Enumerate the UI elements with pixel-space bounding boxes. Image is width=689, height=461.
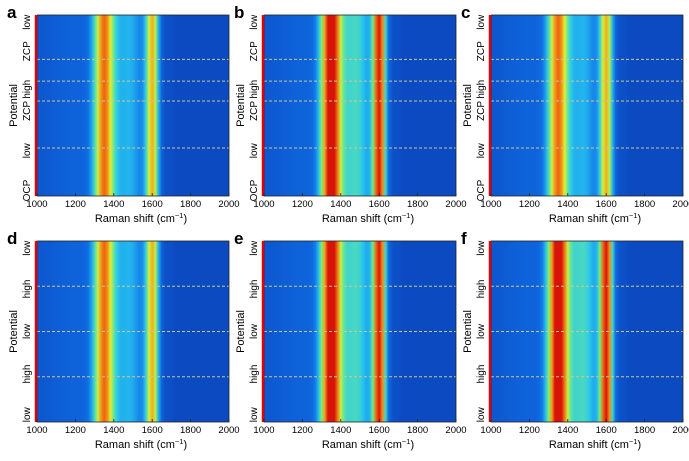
panel-letter: d — [7, 229, 17, 248]
panel-e: 1000 1200 1400 1600 1800 2000 Raman shift (cm−… — [234, 229, 467, 451]
potential-label: ZCP — [476, 41, 487, 61]
x-axis-label: Raman shift (cm−1) — [95, 211, 187, 226]
x-tick-label: 1400 — [103, 425, 124, 436]
y-axis-label: Potential — [235, 310, 247, 353]
x-axis-label: Raman shift (cm−1) — [549, 437, 641, 452]
panel-c: 1000 1200 1400 1600 1800 2000 Raman shift (cm−… — [461, 3, 689, 225]
potential-label: low — [249, 240, 260, 256]
heatmap-image — [37, 15, 229, 196]
heatmap-image — [491, 15, 683, 196]
x-tick-label: 1200 — [292, 425, 313, 436]
x-tick-label: 1600 — [142, 425, 163, 436]
x-tick-label: 1000 — [26, 199, 47, 210]
x-tick-label: 1800 — [407, 425, 428, 436]
potential-label: OCP — [249, 179, 260, 201]
potential-label: low — [249, 406, 260, 422]
potential-label: ZCP — [22, 101, 33, 121]
x-tick-label: 1000 — [26, 425, 47, 436]
potential-label: high — [476, 365, 487, 384]
potential-label: high — [476, 280, 487, 299]
potential-label: high — [22, 80, 33, 99]
potential-label: high — [22, 365, 33, 384]
x-tick-label: 2000 — [672, 199, 689, 210]
x-tick-label: 1800 — [634, 199, 655, 210]
x-tick-label: 1600 — [369, 199, 390, 210]
potential-label: high — [249, 365, 260, 384]
potential-label: low — [249, 323, 260, 339]
x-axis-label: Raman shift (cm−1) — [549, 211, 641, 226]
potential-label: ZCP — [22, 41, 33, 61]
x-tick-label: 2000 — [672, 425, 689, 436]
panel-f: 1000 1200 1400 1600 1800 2000 Raman shift (cm−… — [461, 229, 689, 451]
potential-label: low — [249, 14, 260, 30]
x-tick-label: 1400 — [557, 425, 578, 436]
x-tick-label: 1800 — [180, 199, 201, 210]
x-tick-label: 1200 — [65, 199, 86, 210]
panel-b: 1000 1200 1400 1600 1800 2000 Raman shift (cm−… — [234, 3, 467, 225]
x-axis-label: Raman shift (cm−1) — [95, 437, 187, 452]
x-tick-label: 1200 — [65, 425, 86, 436]
x-tick-label: 2000 — [218, 425, 239, 436]
potential-label: ZCP — [476, 101, 487, 121]
potential-label: high — [476, 80, 487, 99]
potential-label: ZCP — [249, 101, 260, 121]
potential-label: low — [249, 142, 260, 158]
x-tick-label: 1800 — [180, 425, 201, 436]
potential-label: low — [476, 142, 487, 158]
potential-label: low — [22, 240, 33, 256]
x-tick-label: 2000 — [445, 425, 466, 436]
x-tick-label: 1400 — [103, 199, 124, 210]
x-tick-label: 2000 — [218, 199, 239, 210]
x-tick-label: 2000 — [445, 199, 466, 210]
panel-letter: a — [7, 3, 17, 22]
x-tick-label: 1800 — [407, 199, 428, 210]
heatmap-image — [264, 15, 456, 196]
y-axis-label: Potential — [235, 84, 247, 127]
y-axis-label: Potential — [8, 310, 20, 353]
potential-label: low — [476, 240, 487, 256]
x-tick-label: 1600 — [369, 425, 390, 436]
x-axis-label: Raman shift (cm−1) — [322, 437, 414, 452]
x-tick-label: 1400 — [557, 199, 578, 210]
potential-label: ZCP — [249, 41, 260, 61]
potential-label: low — [476, 323, 487, 339]
x-tick-label: 1000 — [253, 425, 274, 436]
x-tick-label: 1800 — [634, 425, 655, 436]
potential-label: high — [249, 80, 260, 99]
x-tick-label: 1000 — [480, 199, 501, 210]
potential-label: OCP — [22, 179, 33, 201]
x-axis-label: Raman shift (cm−1) — [322, 211, 414, 226]
potential-label: low — [22, 14, 33, 30]
x-tick-label: 1000 — [253, 199, 274, 210]
panel-letter: c — [461, 3, 470, 22]
x-tick-label: 1200 — [519, 425, 540, 436]
potential-label: OCP — [476, 179, 487, 201]
potential-label: low — [476, 14, 487, 30]
panel-a: 1000 1200 1400 1600 1800 2000 Raman shift (cm−… — [7, 3, 240, 225]
potential-label: low — [22, 323, 33, 339]
x-tick-label: 1200 — [519, 199, 540, 210]
x-tick-label: 1200 — [292, 199, 313, 210]
potential-label: high — [249, 280, 260, 299]
panel-letter: e — [234, 229, 243, 248]
potential-label: low — [22, 142, 33, 158]
y-axis-label: Potential — [462, 84, 474, 127]
x-tick-label: 1600 — [596, 199, 617, 210]
x-tick-label: 1000 — [480, 425, 501, 436]
panel-letter: b — [234, 3, 244, 22]
potential-label: high — [22, 280, 33, 299]
potential-label: low — [476, 406, 487, 422]
potential-label: low — [22, 406, 33, 422]
panel-letter: f — [461, 229, 467, 248]
x-tick-label: 1400 — [330, 199, 351, 210]
x-tick-label: 1600 — [596, 425, 617, 436]
x-tick-label: 1600 — [142, 199, 163, 210]
x-tick-label: 1400 — [330, 425, 351, 436]
panel-d: 1000 1200 1400 1600 1800 2000 Raman shift (cm−… — [7, 229, 240, 451]
y-axis-label: Potential — [8, 84, 20, 127]
y-axis-label: Potential — [462, 310, 474, 353]
